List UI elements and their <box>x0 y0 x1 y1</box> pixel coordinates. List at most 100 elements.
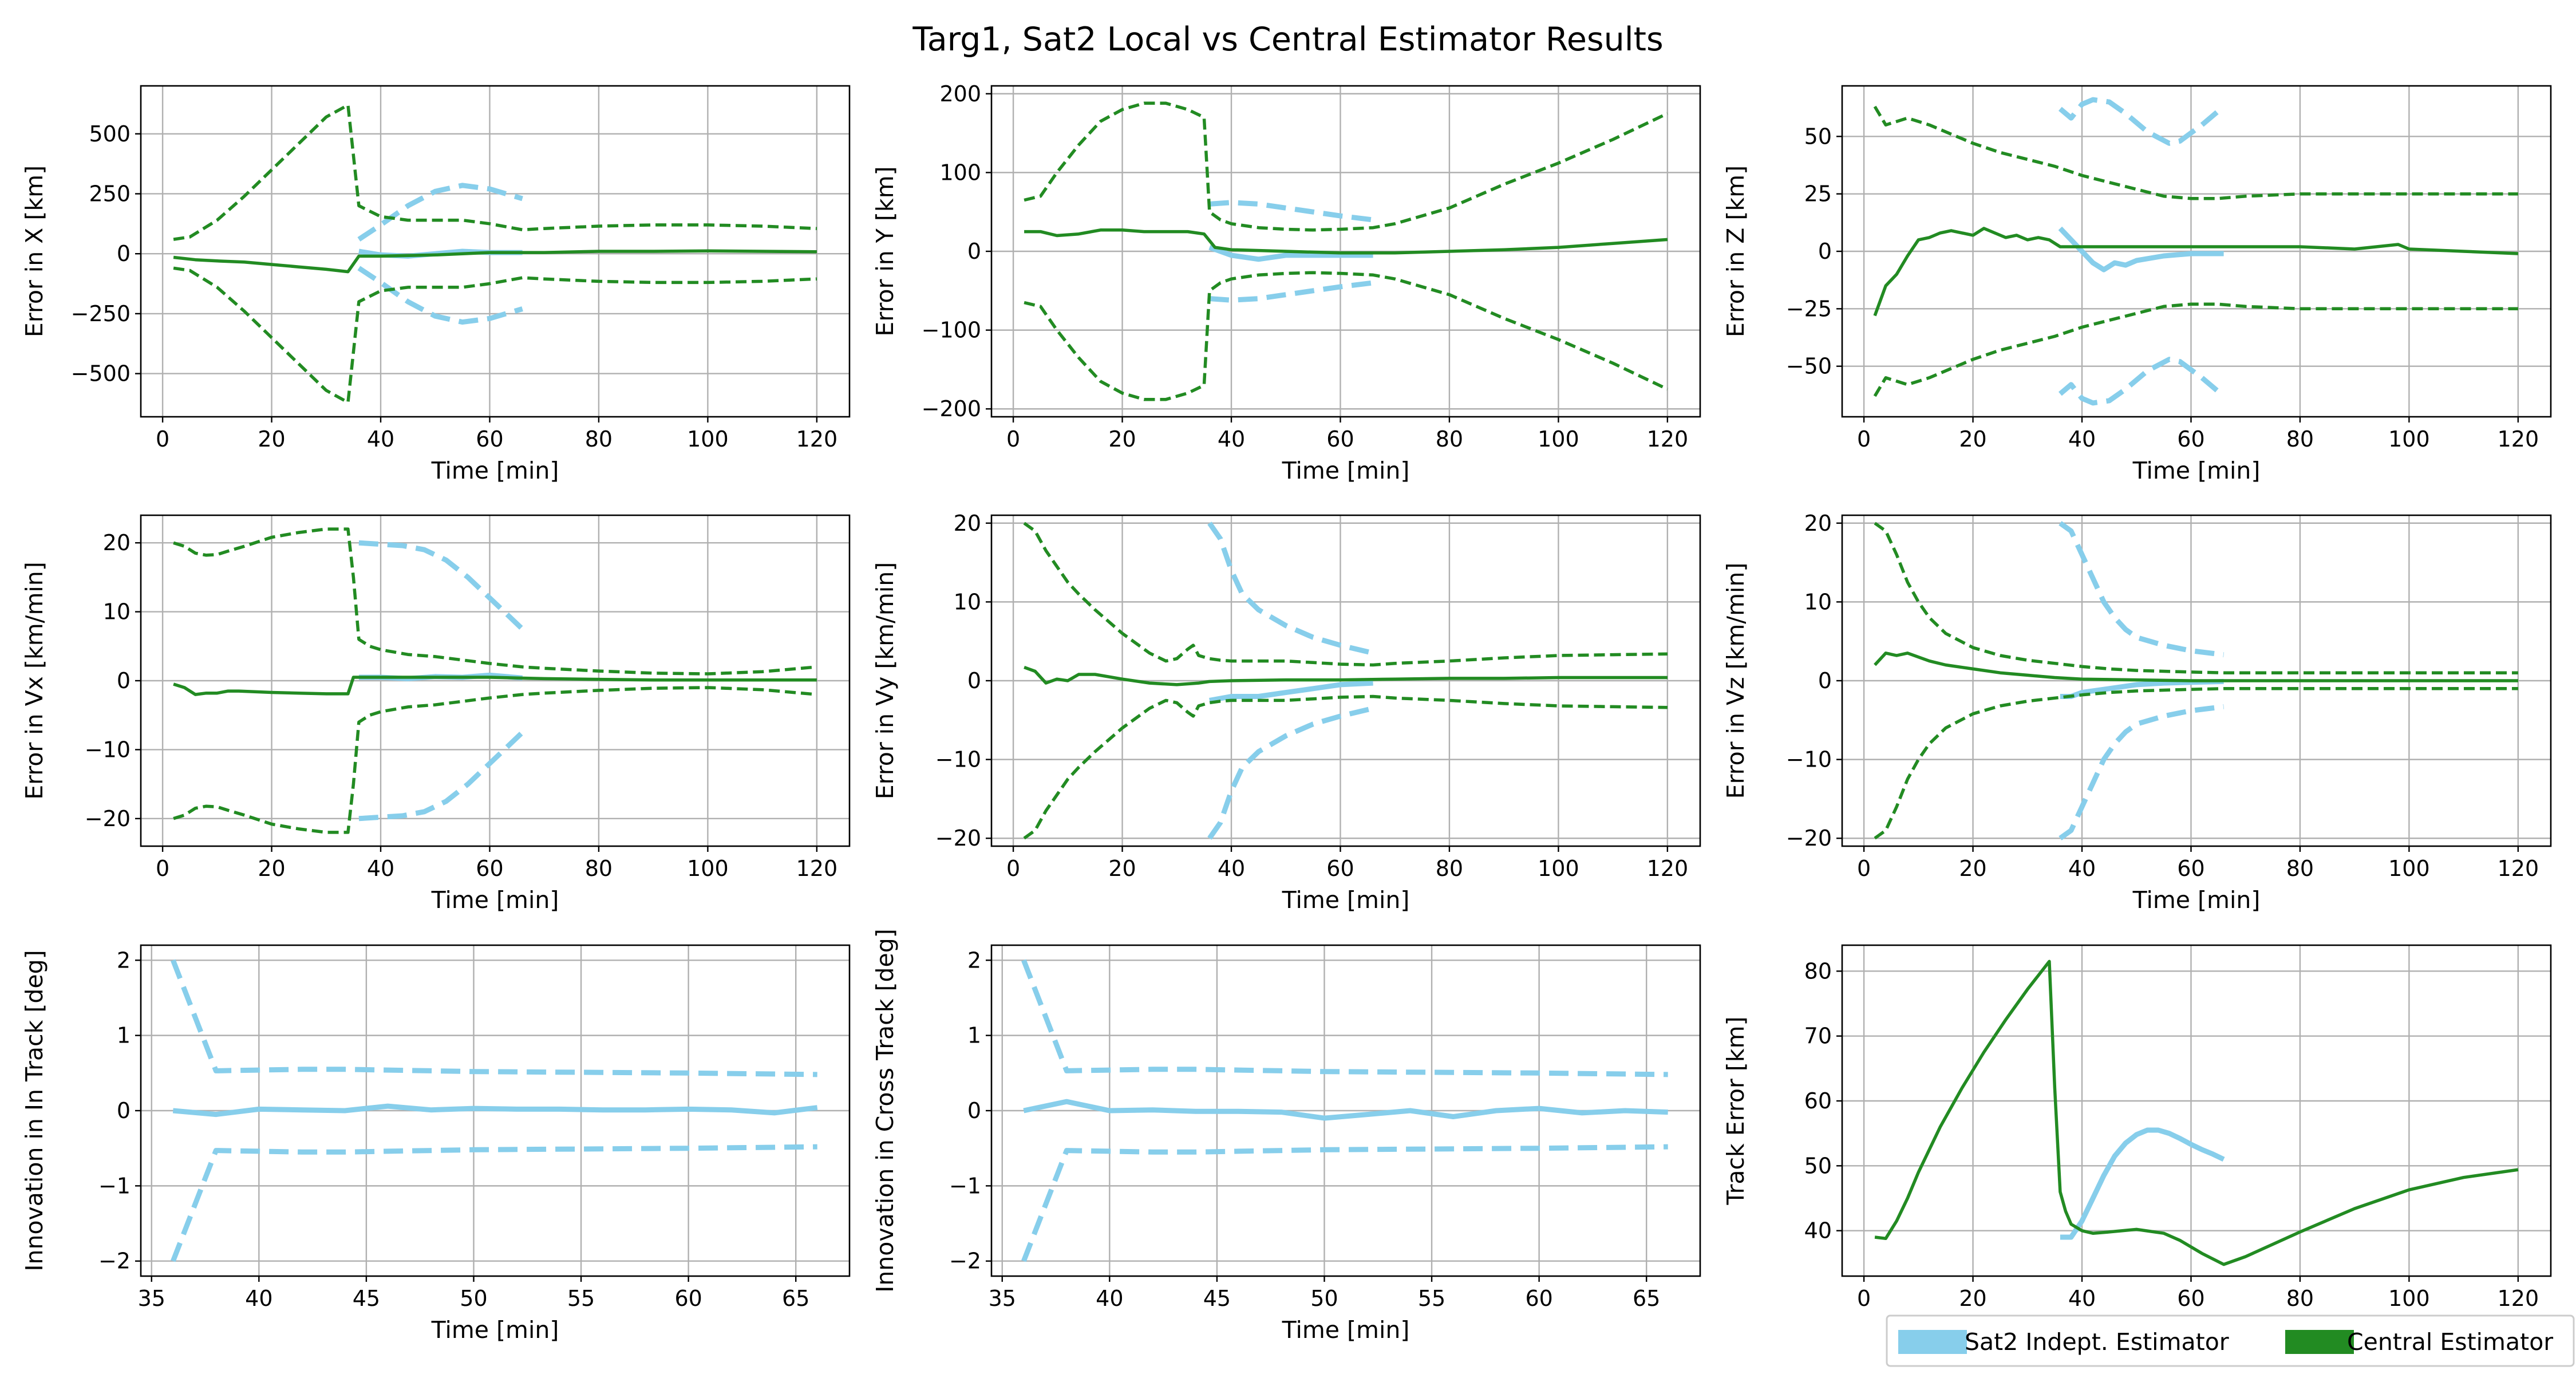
x-tick-label: 0 <box>1006 856 1020 881</box>
subplot-err-vz: 0 20 40 60 80 100 120 −20 −10 0 10 20 Time [min] Erro… <box>1722 511 2552 914</box>
series-line-sat2-solid-thick <box>2060 1127 2225 1240</box>
legend-frame <box>1886 1314 2575 1367</box>
series-line-central-dashed <box>1874 522 2518 674</box>
x-tick-label: 80 <box>2286 1286 2314 1311</box>
y-axis-label: Error in Z [km] <box>1722 165 1749 337</box>
y-tick-label: 250 <box>89 181 131 206</box>
x-axis-label: Time [min] <box>431 886 559 914</box>
x-tick-label: 60 <box>476 427 503 452</box>
x-tick-label: 100 <box>687 427 729 452</box>
y-tick-label: 200 <box>939 81 981 106</box>
x-tick-label: 0 <box>1857 856 1871 881</box>
x-tick-label: 40 <box>1218 856 1245 881</box>
y-tick-label: −1 <box>949 1173 981 1198</box>
series-line-sat2-dashed <box>357 266 523 325</box>
x-tick-label: 60 <box>1326 856 1354 881</box>
y-tick-label: −20 <box>1786 826 1832 851</box>
series-group <box>1874 960 2519 1266</box>
y-axis-label: Error in Vz [km/min] <box>1722 563 1749 799</box>
axes-frame <box>1841 944 2552 1277</box>
series-line-central-solid <box>173 676 817 696</box>
figure-title: Targ1, Sat2 Local vs Central Estimator R… <box>912 21 1663 58</box>
y-tick-label: 70 <box>1804 1024 1832 1049</box>
y-tick-label: 1 <box>967 1023 981 1048</box>
x-tick-label: 0 <box>1006 427 1020 452</box>
y-axis-label: Error in X [km] <box>21 165 48 337</box>
series-line-central-dashed <box>173 686 817 834</box>
y-tick-label: −20 <box>85 806 131 831</box>
series-line-central-solid <box>1024 666 1668 686</box>
x-tick-label: 0 <box>1857 1286 1871 1311</box>
subplot-err-z: 0 20 40 60 80 100 120 −50 −25 0 25 50 Time [min] Erro… <box>1722 85 2552 484</box>
x-tick-label: 100 <box>1538 427 1579 452</box>
series-line-central-solid <box>1874 960 2519 1266</box>
x-tick-label: 40 <box>245 1286 272 1311</box>
x-axis-label: Time [min] <box>431 457 559 484</box>
y-tick-label: −100 <box>922 318 981 343</box>
x-axis-label: Time [min] <box>2132 886 2261 914</box>
y-tick-label: −10 <box>1786 747 1832 772</box>
y-tick-label: 10 <box>954 589 981 614</box>
y-tick-label: 50 <box>1804 1153 1832 1178</box>
x-tick-label: 60 <box>2177 856 2204 881</box>
x-tick-label: 40 <box>2068 1286 2096 1311</box>
series-line-central-solid <box>1874 652 2518 682</box>
x-tick-label: 100 <box>687 856 729 881</box>
x-tick-label: 50 <box>1310 1286 1338 1311</box>
x-tick-label: 60 <box>476 856 503 881</box>
subplot-err-vy: 0 20 40 60 80 100 120 −20 −10 0 10 20 Time [min] Erro… <box>871 511 1701 914</box>
series-line-sat2-solid <box>172 1103 818 1118</box>
y-tick-label: −2 <box>949 1249 981 1274</box>
x-axis-label: Time [min] <box>1282 457 1410 484</box>
series-line-central-solid <box>1873 227 2519 317</box>
y-tick-label: 100 <box>939 160 981 185</box>
y-tick-label: 2 <box>967 947 981 973</box>
series-line-central-dashed <box>1023 694 1668 840</box>
series-line-sat2-solid <box>1209 680 1373 703</box>
series-group <box>1873 97 2519 406</box>
series-line-sat2-dashed <box>171 1144 817 1262</box>
y-tick-label: 10 <box>1804 589 1832 614</box>
series-line-central-dashed <box>1874 687 2518 840</box>
y-axis-label: Error in Y [km] <box>871 166 899 336</box>
series-group <box>173 527 817 834</box>
x-tick-label: 65 <box>782 1286 809 1311</box>
y-tick-label: 10 <box>103 599 131 625</box>
x-tick-label: 35 <box>989 1286 1016 1311</box>
legend-label-central: Central Estimator <box>2347 1328 2553 1356</box>
x-tick-label: 20 <box>1959 856 1986 881</box>
y-tick-label: −10 <box>935 747 981 772</box>
x-tick-label: 100 <box>1538 856 1579 881</box>
series-line-central-dashed <box>1023 522 1668 667</box>
x-tick-label: 120 <box>2498 427 2539 452</box>
series-line-sat2-dashed <box>2059 521 2225 658</box>
y-tick-label: 2 <box>117 947 131 973</box>
y-axis-label: Innovation in Cross Track [deg] <box>871 929 899 1293</box>
y-tick-label: 0 <box>967 1098 981 1123</box>
y-tick-label: −25 <box>1786 296 1832 321</box>
legend: Sat2 Indept. Estimator Central Estimator <box>1886 1314 2575 1367</box>
x-tick-label: 120 <box>796 856 838 881</box>
y-tick-label: −10 <box>85 737 131 762</box>
x-tick-label: 80 <box>1436 856 1463 881</box>
series-group <box>1874 521 2518 840</box>
y-tick-label: 20 <box>954 511 981 536</box>
y-tick-label: −50 <box>1786 354 1832 379</box>
x-tick-label: 40 <box>367 427 394 452</box>
y-tick-label: 60 <box>1804 1088 1832 1114</box>
y-axis-label: Error in Vx [km/min] <box>21 562 48 800</box>
series-line-central-dashed <box>1024 101 1669 232</box>
subplot-innov-cross-track: 35 40 45 50 55 60 65 −2 −1 0 1 2 Time [min] Innovatio… <box>871 929 1701 1344</box>
series-line-central-dashed <box>1873 302 2518 397</box>
legend-label-sat2: Sat2 Indept. Estimator <box>1965 1328 2229 1356</box>
y-tick-label: 1 <box>117 1023 131 1048</box>
x-tick-label: 60 <box>674 1286 702 1311</box>
x-tick-label: 60 <box>1326 427 1354 452</box>
x-tick-label: 80 <box>585 427 613 452</box>
subplot-err-x: 0 20 40 60 80 100 120 −500 −250 0 250 500 Time [min]… <box>21 85 851 484</box>
x-axis-label: Time [min] <box>2132 457 2261 484</box>
series-group <box>1023 522 1668 840</box>
